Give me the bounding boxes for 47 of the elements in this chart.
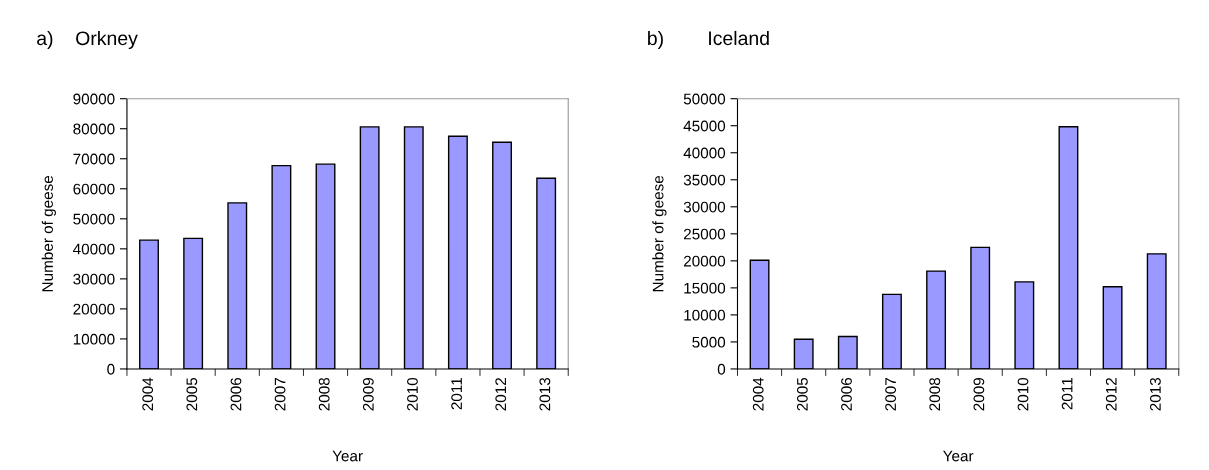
x-tick-label: 2006 <box>841 377 852 411</box>
x-tick-label: 2005 <box>186 377 198 411</box>
y-axis-title: Number of geese <box>652 175 667 292</box>
y-tick-label: 35000 <box>683 174 726 186</box>
x-tick-label: 2006 <box>230 377 242 411</box>
x-tick-label: 2010 <box>1017 377 1029 411</box>
x-tick-label: 2005 <box>796 377 808 411</box>
x-tick-label: 2009 <box>973 378 985 411</box>
x-axis-title: Year <box>943 450 974 462</box>
x-tick-label: 2004 <box>752 377 764 411</box>
x-tick-label: 2012 <box>1105 378 1117 411</box>
x-tick-label: 2007 <box>274 378 286 411</box>
y-tick-label: 20000 <box>73 303 115 315</box>
y-tick-label: 90000 <box>73 93 115 105</box>
x-tick-label: 2009 <box>362 378 374 411</box>
y-tick-label: 30000 <box>683 201 726 213</box>
y-tick-label: 0 <box>717 363 726 375</box>
x-tick-label: 2011 <box>1061 378 1073 410</box>
x-tick-label: 2013 <box>1149 377 1161 411</box>
y-tick-label: 20000 <box>683 255 726 267</box>
y-tick-label: 0 <box>107 363 115 375</box>
x-tick-label: 2013 <box>539 377 551 411</box>
y-tick-label: 10000 <box>684 309 726 321</box>
x-tick-label: 2008 <box>318 377 330 411</box>
y-tick-label: 60000 <box>73 183 115 195</box>
chart-title: b) Iceland <box>648 30 769 49</box>
y-tick-label: 30000 <box>73 273 115 285</box>
x-axis-title: Year <box>332 450 363 462</box>
chart-title: a) Orkney <box>37 30 138 50</box>
y-tick-label: 80000 <box>73 123 115 135</box>
y-axis-title: Number of geese <box>41 175 56 292</box>
y-tick-label: 40000 <box>683 147 726 159</box>
x-tick-label: 2012 <box>495 378 507 411</box>
y-tick-label: 10000 <box>73 333 115 345</box>
y-tick-label: 50000 <box>683 93 726 105</box>
y-tick-label: 40000 <box>73 243 115 255</box>
y-tick-label: 15000 <box>684 282 726 294</box>
y-tick-label: 25000 <box>683 228 726 240</box>
x-tick-label: 2008 <box>929 377 941 411</box>
y-tick-label: 50000 <box>73 213 115 225</box>
x-tick-label: 2011 <box>451 378 463 410</box>
y-tick-label: 5000 <box>692 336 726 348</box>
y-tick-label: 70000 <box>73 153 115 165</box>
y-tick-label: 45000 <box>683 120 726 132</box>
x-tick-label: 2010 <box>407 377 418 411</box>
x-tick-label: 2007 <box>885 378 897 411</box>
x-tick-label: 2004 <box>142 377 154 411</box>
